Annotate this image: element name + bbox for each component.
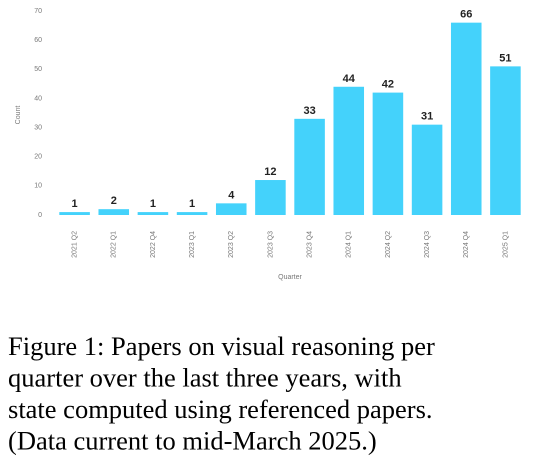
caption-line: quarter over the last three years, with xyxy=(8,363,402,393)
value-label: 44 xyxy=(343,73,356,85)
x-tick-label: 2024 Q4 xyxy=(463,231,470,258)
y-axis-title: Count xyxy=(15,106,22,125)
x-tick-label: 2023 Q1 xyxy=(189,231,196,258)
value-label: 42 xyxy=(382,79,394,91)
value-label: 1 xyxy=(189,198,195,210)
y-tick-label: 20 xyxy=(34,154,42,161)
x-tick-label: 2023 Q4 xyxy=(306,231,313,258)
value-label: 4 xyxy=(228,189,235,201)
x-tick-label: 2024 Q2 xyxy=(385,231,392,258)
x-tick-label: 2022 Q1 xyxy=(111,231,118,258)
bar xyxy=(255,180,286,215)
x-tick-label: 2025 Q1 xyxy=(502,231,509,258)
value-label: 31 xyxy=(421,111,433,123)
bar xyxy=(137,212,169,215)
y-tick-label: 60 xyxy=(34,37,42,44)
value-label: 2 xyxy=(111,195,117,207)
bar xyxy=(372,92,404,215)
y-tick-label: 30 xyxy=(34,124,42,131)
caption-line: state computed using referenced papers. xyxy=(8,394,433,424)
y-tick-label: 0 xyxy=(38,212,42,219)
x-tick-label: 2023 Q3 xyxy=(267,231,274,258)
bar xyxy=(176,212,208,215)
value-label: 33 xyxy=(303,105,315,117)
y-tick-label: 40 xyxy=(34,95,42,102)
bar xyxy=(98,209,130,215)
value-label: 66 xyxy=(460,9,472,21)
bar xyxy=(215,203,247,215)
x-axis-title: Quarter xyxy=(278,274,302,281)
x-tick-label: 2021 Q2 xyxy=(71,231,78,258)
x-tick-label: 2024 Q3 xyxy=(424,231,431,258)
y-tick-label: 10 xyxy=(34,183,42,190)
value-label: 12 xyxy=(264,166,276,178)
bar xyxy=(59,212,90,215)
x-tick-label: 2024 Q1 xyxy=(346,231,353,258)
bar xyxy=(411,124,443,215)
bar xyxy=(450,22,482,216)
bar xyxy=(294,118,325,215)
caption-line: Figure 1: Papers on visual reasoning per xyxy=(8,331,435,361)
bar xyxy=(490,66,521,215)
y-tick-label: 70 xyxy=(34,8,42,15)
value-label: 1 xyxy=(72,198,78,210)
x-tick-label: 2023 Q2 xyxy=(228,231,235,258)
bar xyxy=(333,86,365,216)
caption-line: (Data current to mid-March 2025.) xyxy=(8,426,377,456)
value-label: 1 xyxy=(150,198,156,210)
x-tick-label: 2022 Q4 xyxy=(150,231,157,258)
value-label: 51 xyxy=(499,52,511,64)
y-tick-label: 50 xyxy=(34,66,42,73)
